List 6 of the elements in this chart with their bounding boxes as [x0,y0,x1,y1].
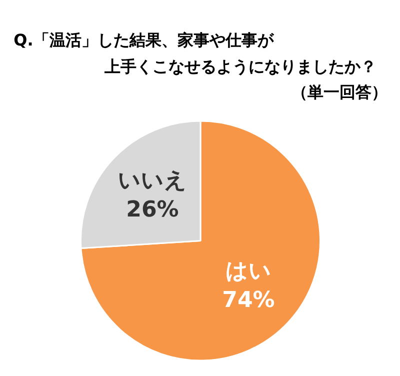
slice-label: はい [226,259,272,284]
data-label: 74% [222,288,275,313]
slice-label: いいえ [118,168,187,194]
chart-subtitle: （単一回答） [291,82,388,102]
chart-title: Q.「温活」した結果、家事や仕事が上手くこなせるようになりましたか？ [14,30,377,76]
data-label: 26% [126,197,179,222]
